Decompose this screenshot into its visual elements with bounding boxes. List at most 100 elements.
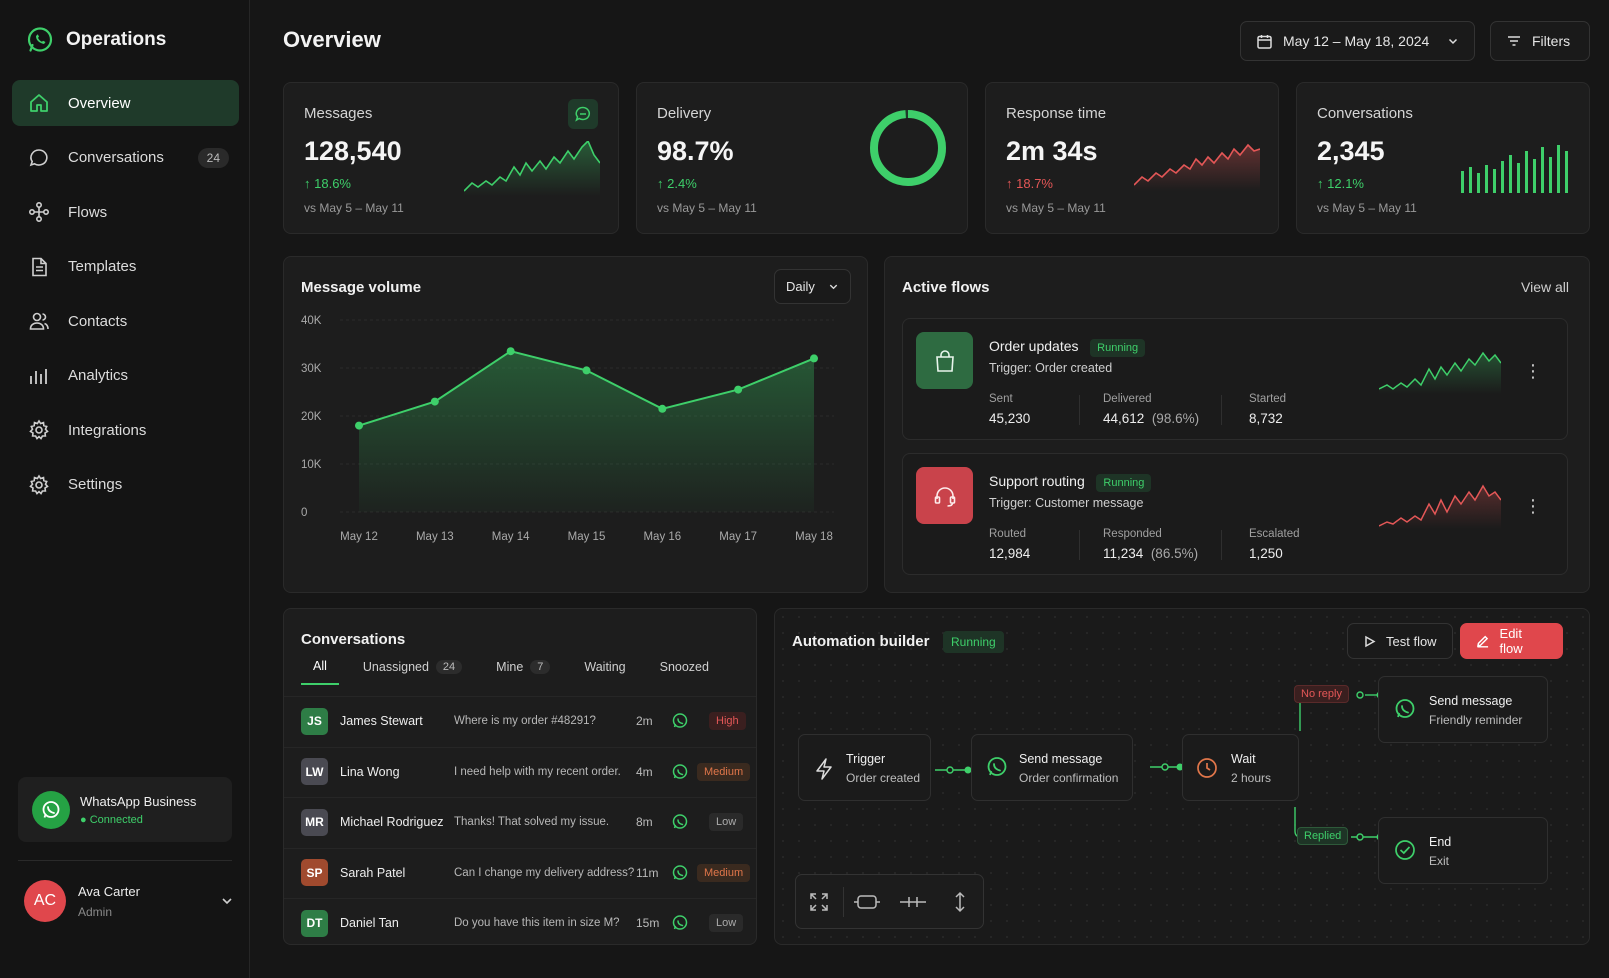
area-fill [359, 351, 814, 512]
data-point [582, 366, 591, 375]
message-volume-chart: 40K 30K 20K 10K 0 May 12 May 13 May 14 May 15 May… [301, 315, 834, 543]
x-tick-label: May 18 [795, 531, 833, 543]
flow-metric: Escalated 1,250 [1249, 528, 1300, 561]
flow-item-order-updates[interactable]: Order updates Running Trigger: Order cre… [902, 318, 1568, 440]
y-tick-label: 30K [301, 363, 322, 375]
tab-waiting[interactable]: Waiting [584, 660, 626, 674]
contact-name: James Stewart [340, 714, 423, 728]
view-all-link[interactable]: View all [1521, 279, 1569, 295]
table-row[interactable]: DT Daniel Tan Do you have this item in siz… [284, 898, 756, 947]
tab-unassigned[interactable]: Unassigned 24 [363, 659, 463, 685]
sidebar-item-label: Templates [68, 258, 137, 275]
x-tick-label: May 12 [340, 531, 378, 543]
flow-metric: Started 8,732 [1249, 393, 1287, 426]
conversations-title: Conversations [301, 631, 406, 648]
sidebar-item-integrations[interactable]: Integrations [12, 407, 239, 453]
avatar: SP [301, 859, 328, 886]
data-point [810, 354, 818, 363]
message-preview: Thanks! That solved my issue. [454, 816, 610, 828]
edit-flow-button[interactable]: Edit flow [1460, 623, 1563, 659]
x-tick-label: May 16 [643, 531, 681, 543]
stat-change: ↑ 12.1% [1317, 176, 1364, 191]
delivery-donut [870, 110, 946, 186]
connector-icon[interactable] [890, 893, 937, 911]
sidebar-item-label: Contacts [68, 312, 128, 330]
stat-value: 2m 34s [1006, 136, 1098, 166]
priority-badge: Medium [697, 863, 751, 882]
stat-value: 98.7% [657, 136, 734, 166]
test-flow-button[interactable]: Test flow [1347, 623, 1453, 659]
table-row[interactable]: MR Michael Rodriguez Thanks! That solved m… [284, 797, 756, 846]
date-range-picker[interactable]: May 12 – May 18, 2024 [1240, 21, 1475, 61]
tab-all[interactable]: All [301, 659, 339, 685]
sidebar-item-analytics[interactable]: Analytics [12, 353, 239, 399]
sidebar-item-overview[interactable]: Overview [12, 80, 239, 126]
sidebar-item-contacts[interactable]: Contacts [12, 298, 239, 344]
sidebar-divider [18, 860, 232, 861]
support-routing-sparkline [1379, 484, 1501, 529]
granularity-select[interactable]: Daily [774, 269, 851, 304]
flow-node-wait[interactable]: Wait 2 hours [1182, 734, 1299, 801]
data-point [506, 347, 515, 356]
sidebar-item-label: Integrations [68, 421, 147, 439]
sidebar-item-conversations[interactable]: Conversations 24 [12, 135, 239, 181]
table-row[interactable]: SP Sarah Patel Can I change my delivery ad… [284, 847, 756, 897]
metric-divider [1221, 395, 1222, 425]
data-point [658, 404, 667, 413]
whatsapp-business-card[interactable]: WhatsApp Business ● Connected [18, 777, 232, 842]
message-time: 8m [636, 815, 653, 829]
fit-view-icon[interactable] [796, 891, 843, 913]
user-menu[interactable]: AC Ava Carter Admin [24, 880, 234, 922]
sidebar-item-templates[interactable]: Templates [12, 244, 239, 290]
conversations-bar-sparkline [1461, 145, 1568, 193]
more-options-icon[interactable]: ⋮ [1524, 496, 1542, 516]
y-tick-label: 40K [301, 315, 322, 327]
y-tick-label: 0 [301, 507, 307, 519]
sidebar-item-label: Overview [68, 94, 131, 112]
stat-card-delivery: Delivery 98.7% ↑ 2.4% vs May 5 – May 11 [636, 82, 968, 234]
whatsapp-icon [672, 864, 688, 880]
conversations-count-badge: 24 [197, 147, 229, 168]
headset-icon [916, 467, 973, 524]
table-row[interactable]: LW Lina Wong I need help with my recent or… [284, 746, 756, 796]
flow-name: Support routing Running [989, 473, 1152, 492]
contact-name: Michael Rodriguez [340, 815, 444, 829]
sidebar-item-label: Conversations [68, 149, 164, 166]
sidebar-item-label: Analytics [68, 367, 129, 384]
sidebar: Operations Overview Conversations 24 Flo… [0, 0, 250, 978]
more-options-icon[interactable]: ⋮ [1524, 361, 1542, 381]
flow-node-trigger[interactable]: Trigger Order created [798, 734, 931, 801]
whatsapp-icon [672, 713, 688, 728]
whatsapp-icon [672, 763, 688, 779]
chevron-down-icon [829, 284, 838, 290]
stat-compare: vs May 5 – May 11 [657, 201, 757, 215]
user-name: Ava Carter [78, 883, 140, 899]
flow-metric: Delivered 44,612 (98.6%) [1103, 393, 1200, 426]
tab-count: 7 [530, 660, 551, 674]
flow-metric: Responded 11,234 (86.5%) [1103, 528, 1199, 561]
check-circle-icon [1395, 840, 1415, 860]
stat-label: Delivery [657, 105, 712, 122]
flow-node-end[interactable]: End Exit [1378, 817, 1548, 884]
page-title: Overview [283, 27, 381, 52]
stat-compare: vs May 5 – May 11 [1317, 201, 1417, 215]
flow-item-support-routing[interactable]: Support routing Running Trigger: Custome… [902, 453, 1568, 575]
vertical-resize-icon[interactable] [936, 891, 983, 913]
stat-value: 2,345 [1317, 136, 1385, 166]
filters-button[interactable]: Filters [1490, 21, 1590, 61]
priority-badge: High [709, 712, 746, 730]
sidebar-nav: Overview Conversations 24 Flows Template… [12, 80, 239, 516]
sidebar-item-flows[interactable]: Flows [12, 189, 239, 235]
sidebar-item-settings[interactable]: Settings [12, 462, 239, 508]
node-shape-icon[interactable] [843, 893, 890, 911]
tab-mine[interactable]: Mine 7 [496, 659, 551, 685]
tab-snoozed[interactable]: Snoozed [659, 660, 709, 674]
date-range-label: May 12 – May 18, 2024 [1283, 33, 1430, 49]
priority-badge: Low [709, 914, 744, 932]
bar-chart-icon [28, 365, 50, 387]
canvas-toolbar [795, 874, 984, 929]
stat-change: ↑ 2.4% [657, 176, 697, 191]
table-row[interactable]: JS James Stewart Where is my order #48291?… [284, 696, 756, 745]
flow-node-send-reminder[interactable]: Send message Friendly reminder [1378, 676, 1548, 743]
flow-node-send-message[interactable]: Send message Order confirmation [971, 734, 1133, 801]
